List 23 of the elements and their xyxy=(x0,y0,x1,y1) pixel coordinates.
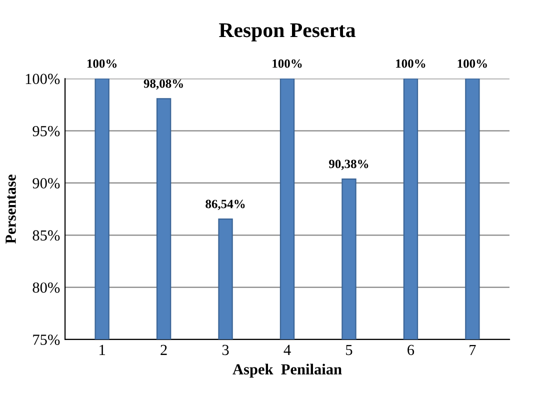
data-label: 90,38% xyxy=(329,160,368,170)
x-axis-title: Aspek Penilaian xyxy=(232,364,342,378)
y-tick-label: 95% xyxy=(32,126,60,136)
y-tick-label: 90% xyxy=(32,178,60,188)
data-label: 100% xyxy=(396,59,426,68)
data-label: 100% xyxy=(272,59,302,68)
y-tick-label: 75% xyxy=(33,334,60,345)
data-label: 100% xyxy=(87,59,117,68)
x-tick-label: 2 xyxy=(160,344,167,355)
x-tick-label: 7 xyxy=(470,344,476,355)
x-tick-label: 5 xyxy=(346,344,352,356)
x-tick-label: 3 xyxy=(222,344,229,356)
chart-title: Respon Peserta xyxy=(219,23,356,42)
y-axis-title: Persentase xyxy=(6,174,16,244)
x-tick-label: 4 xyxy=(284,344,291,355)
x-tick-label: 1 xyxy=(100,344,105,355)
x-tick-label: 6 xyxy=(408,344,414,356)
y-tick-label: 80% xyxy=(32,282,60,293)
data-label: 98,08% xyxy=(144,79,183,90)
y-tick-label: 100% xyxy=(26,74,60,84)
y-tick-label: 85% xyxy=(32,230,60,241)
data-label: 100% xyxy=(458,59,487,68)
data-label: 86,54% xyxy=(206,200,245,210)
